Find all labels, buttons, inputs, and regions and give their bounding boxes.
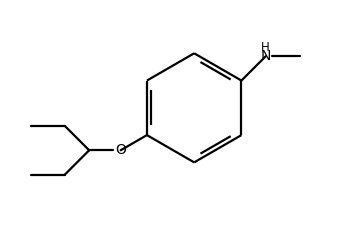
Text: O: O: [115, 143, 126, 157]
Text: N: N: [260, 49, 271, 63]
Text: H: H: [261, 41, 270, 54]
